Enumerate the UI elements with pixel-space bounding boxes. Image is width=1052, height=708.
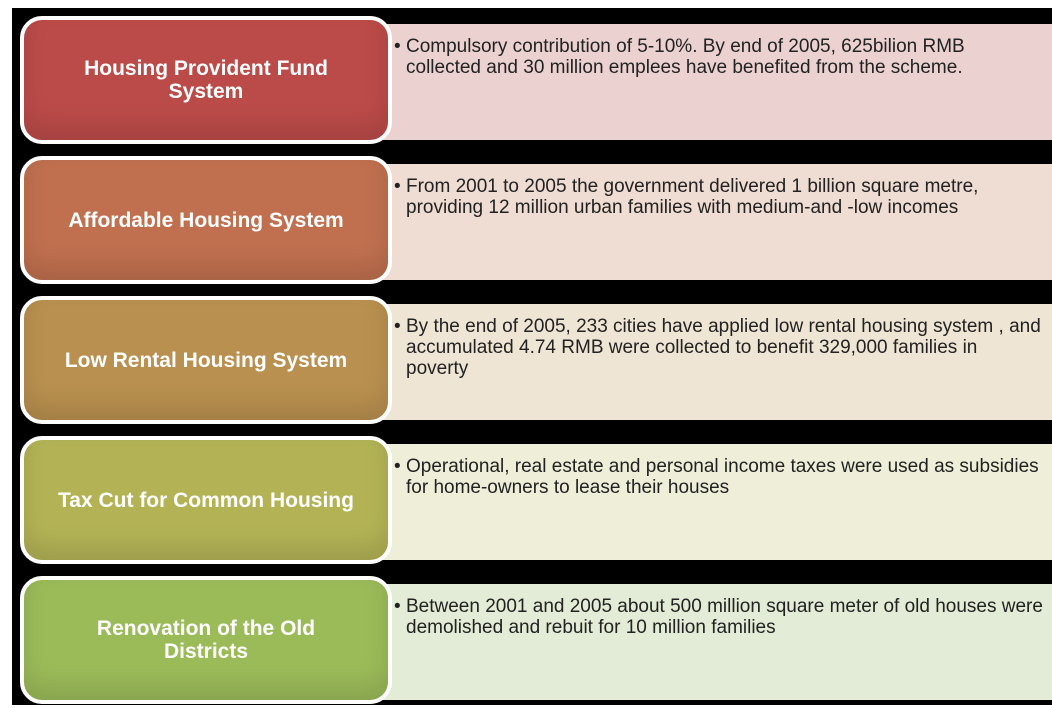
description-panel: Operational, real estate and personal in… (382, 444, 1052, 560)
description-panel: Compulsory contribution of 5-10%. By end… (382, 24, 1052, 140)
description-panel: From 2001 to 2005 the government deliver… (382, 164, 1052, 280)
label-box: Affordable Housing System (20, 156, 392, 284)
diagram: Compulsory contribution of 5-10%. By end… (12, 8, 1052, 705)
description-panel: By the end of 2005, 233 cities have appl… (382, 304, 1052, 420)
description-panel: Between 2001 and 2005 about 500 million … (382, 584, 1052, 700)
row: Between 2001 and 2005 about 500 million … (12, 576, 1052, 708)
row: From 2001 to 2005 the government deliver… (12, 156, 1052, 288)
label-box: Renovation of the Old Districts (20, 576, 392, 704)
row: By the end of 2005, 233 cities have appl… (12, 296, 1052, 428)
row: Operational, real estate and personal in… (12, 436, 1052, 568)
label-box: Low Rental Housing System (20, 296, 392, 424)
label-box: Tax Cut for Common Housing (20, 436, 392, 564)
row: Compulsory contribution of 5-10%. By end… (12, 16, 1052, 148)
label-box: Housing Provident Fund System (20, 16, 392, 144)
